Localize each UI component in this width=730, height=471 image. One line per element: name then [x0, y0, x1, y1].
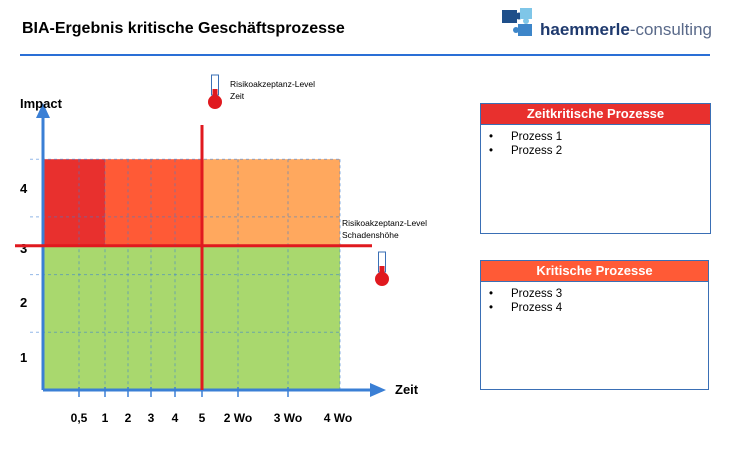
brand-logo: haemmerle-consulting	[540, 20, 712, 40]
header-divider	[20, 54, 710, 56]
box-zeitkritisch: Zeitkritische Prozesse • Prozess 1 • Proze…	[480, 103, 711, 234]
threshold-impact-label: Schadenshöhe	[342, 230, 399, 240]
x-tick-label: 3 Wo	[274, 411, 302, 425]
x-tick-label: 2	[125, 411, 132, 425]
threshold-time-label: Risikoakzeptanz-Level	[230, 79, 315, 89]
list-item: • Prozess 3	[489, 288, 563, 300]
threshold-impact-label: Risikoakzeptanz-Level	[342, 218, 427, 228]
y-tick-label: 1	[20, 350, 27, 365]
y-tick-label: 2	[20, 295, 27, 310]
x-axis-arrow	[370, 383, 386, 397]
logo-suffix: -consulting	[629, 20, 712, 39]
y-axis-arrow	[36, 103, 50, 118]
thermometer-icon-bulb	[208, 95, 222, 109]
list-item: • Prozess 1	[489, 131, 563, 143]
x-tick-label: 1	[102, 411, 109, 425]
x-tick-label: 2 Wo	[224, 411, 252, 425]
zone-hoch	[202, 159, 340, 246]
puzzle-logo-icon	[502, 8, 532, 36]
threshold-time-label: Zeit	[230, 91, 245, 101]
x-tick-label: 4 Wo	[324, 411, 352, 425]
thermometer-icon-fill	[212, 89, 218, 98]
box-title-kritisch: Kritische Prozesse	[481, 261, 708, 282]
zone-zeitkritisch	[43, 159, 105, 246]
thermometer-icon-fill	[379, 266, 385, 275]
y-tick-label: 4	[20, 181, 28, 196]
logo-brand: haemmerle	[540, 20, 630, 39]
x-tick-label: 4	[172, 411, 179, 425]
box-title-zeitkritisch: Zeitkritische Prozesse	[481, 104, 710, 125]
box-kritisch: Kritische Prozesse • Prozess 3 • Prozess 4	[480, 260, 709, 390]
page-title: BIA-Ergebnis kritische Geschäftsprozesse	[22, 20, 345, 37]
zone-unkritisch	[43, 245, 340, 390]
x-tick-label: 5	[199, 411, 206, 425]
x-tick-label: 0,5	[71, 411, 88, 425]
list-item: • Prozess 4	[489, 302, 563, 314]
bia-heatmap: Impact Zeit 1 2 3 4 0,5 1 2 3 4 5 2 Wo 3 Wo 4 Wo Risiko…	[15, 74, 427, 425]
x-tick-label: 3	[148, 411, 155, 425]
zone-kritisch	[105, 159, 202, 246]
thermometer-icon-bulb	[375, 272, 389, 286]
x-axis-label: Zeit	[395, 382, 419, 397]
list-item: • Prozess 2	[489, 145, 563, 157]
y-tick-label: 3	[20, 241, 27, 256]
y-axis-label: Impact	[20, 96, 63, 111]
